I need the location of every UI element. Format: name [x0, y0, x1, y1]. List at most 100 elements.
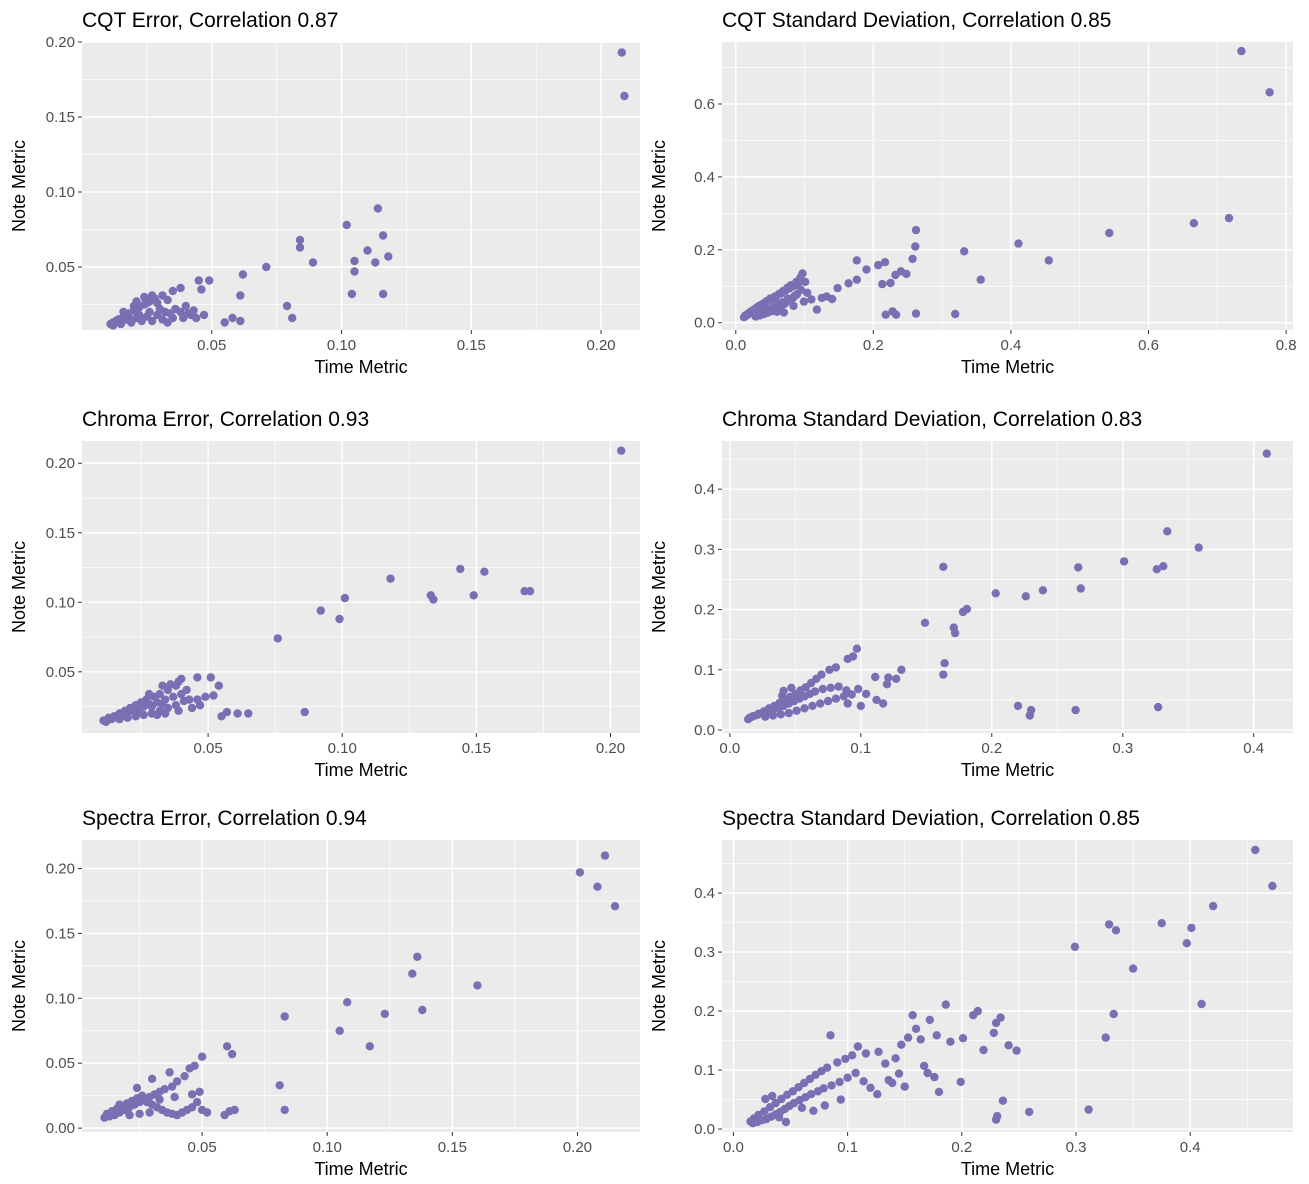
y-tick-label: 0.1 — [694, 662, 715, 679]
panel-title: Spectra Error, Correlation 0.94 — [82, 807, 367, 830]
data-point — [827, 1081, 836, 1090]
data-point — [861, 689, 871, 699]
data-point — [1105, 228, 1114, 238]
data-point — [119, 307, 128, 317]
data-point — [214, 681, 223, 690]
data-point — [843, 699, 852, 708]
data-point — [835, 1077, 844, 1087]
y-tick-label: 0.15 — [46, 109, 75, 126]
data-point — [408, 969, 417, 978]
data-point — [473, 981, 482, 990]
data-point — [244, 709, 253, 718]
data-point — [195, 701, 205, 710]
data-point — [199, 310, 209, 320]
data-point — [222, 707, 232, 717]
x-tick-label: 0.0 — [719, 740, 740, 757]
data-point — [174, 706, 183, 715]
x-tick-label: 0.15 — [438, 1139, 467, 1156]
data-point — [617, 48, 626, 57]
data-point — [172, 1077, 182, 1086]
data-point — [165, 1068, 174, 1077]
data-point — [280, 1105, 289, 1115]
data-point — [751, 312, 760, 321]
data-point — [768, 711, 778, 720]
data-point — [193, 673, 202, 682]
panel-title: Chroma Standard Deviation, Correlation 0… — [722, 408, 1142, 431]
x-tick-label: 0.10 — [328, 740, 357, 757]
data-point — [480, 567, 489, 576]
data-point — [429, 595, 438, 604]
data-point — [525, 587, 535, 596]
data-point — [343, 998, 352, 1007]
data-point — [991, 1115, 1001, 1124]
data-point — [340, 593, 350, 603]
data-point — [282, 301, 292, 311]
data-point — [182, 685, 191, 695]
data-point — [145, 1108, 154, 1117]
data-point — [852, 256, 861, 265]
x-tick-label: 0.15 — [457, 337, 486, 354]
data-point — [946, 1037, 955, 1046]
data-point — [1189, 219, 1199, 228]
data-point — [932, 1031, 941, 1040]
y-tick-label: 0.2 — [694, 1003, 715, 1020]
data-point — [871, 672, 880, 682]
data-point — [147, 291, 157, 300]
data-point — [1076, 584, 1086, 593]
data-point — [147, 702, 156, 711]
data-point — [1268, 881, 1277, 891]
data-point — [886, 278, 895, 288]
x-tick-label: 0.6 — [1138, 337, 1159, 354]
x-tick-label: 0.4 — [1001, 337, 1022, 354]
data-point — [1197, 999, 1206, 1009]
x-tick-label: 0.2 — [981, 740, 1002, 757]
data-point — [1071, 705, 1080, 715]
data-point — [1119, 557, 1129, 566]
data-point — [233, 709, 242, 718]
data-point — [834, 682, 843, 691]
x-tick-label: 0.05 — [193, 740, 222, 757]
y-tick-label: 0.15 — [46, 925, 75, 942]
data-point — [878, 279, 887, 289]
x-axis-label: Time Metric — [961, 357, 1054, 377]
data-point — [222, 1042, 232, 1051]
x-tick-label: 0.4 — [1243, 740, 1264, 757]
y-axis-label: Note Metric — [649, 940, 669, 1032]
data-point — [911, 225, 921, 235]
data-point — [185, 1064, 194, 1073]
data-point — [163, 318, 172, 327]
data-point — [819, 1084, 828, 1093]
x-axis-label: Time Metric — [314, 760, 407, 780]
data-point — [908, 254, 917, 264]
data-point — [862, 265, 871, 274]
data-point — [335, 1026, 344, 1036]
y-axis-label: Note Metric — [9, 541, 29, 633]
data-point — [810, 687, 820, 696]
data-point — [166, 680, 175, 689]
data-point — [180, 1072, 189, 1081]
x-tick-label: 0.0 — [723, 1139, 744, 1156]
data-point — [1251, 845, 1260, 855]
data-point — [144, 689, 154, 699]
data-point — [132, 1083, 142, 1093]
data-point — [197, 1105, 207, 1115]
data-point — [976, 275, 985, 284]
data-point — [347, 289, 357, 299]
data-point — [872, 695, 881, 705]
data-point — [939, 562, 948, 571]
data-point — [152, 710, 162, 720]
data-point — [380, 1009, 389, 1019]
data-point — [228, 313, 237, 323]
data-point — [134, 310, 144, 320]
y-axis-label: Note Metric — [9, 140, 29, 232]
data-point — [911, 309, 921, 318]
data-point — [1157, 919, 1166, 928]
data-point — [894, 1069, 904, 1078]
data-point — [841, 1054, 850, 1064]
data-point — [923, 1068, 932, 1078]
data-point — [350, 267, 359, 276]
data-point — [125, 1110, 134, 1120]
data-point — [853, 1042, 863, 1051]
y-tick-label: 0.20 — [46, 455, 75, 472]
